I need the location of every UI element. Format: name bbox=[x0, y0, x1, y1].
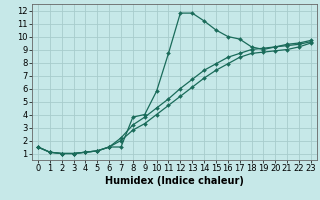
X-axis label: Humidex (Indice chaleur): Humidex (Indice chaleur) bbox=[105, 176, 244, 186]
